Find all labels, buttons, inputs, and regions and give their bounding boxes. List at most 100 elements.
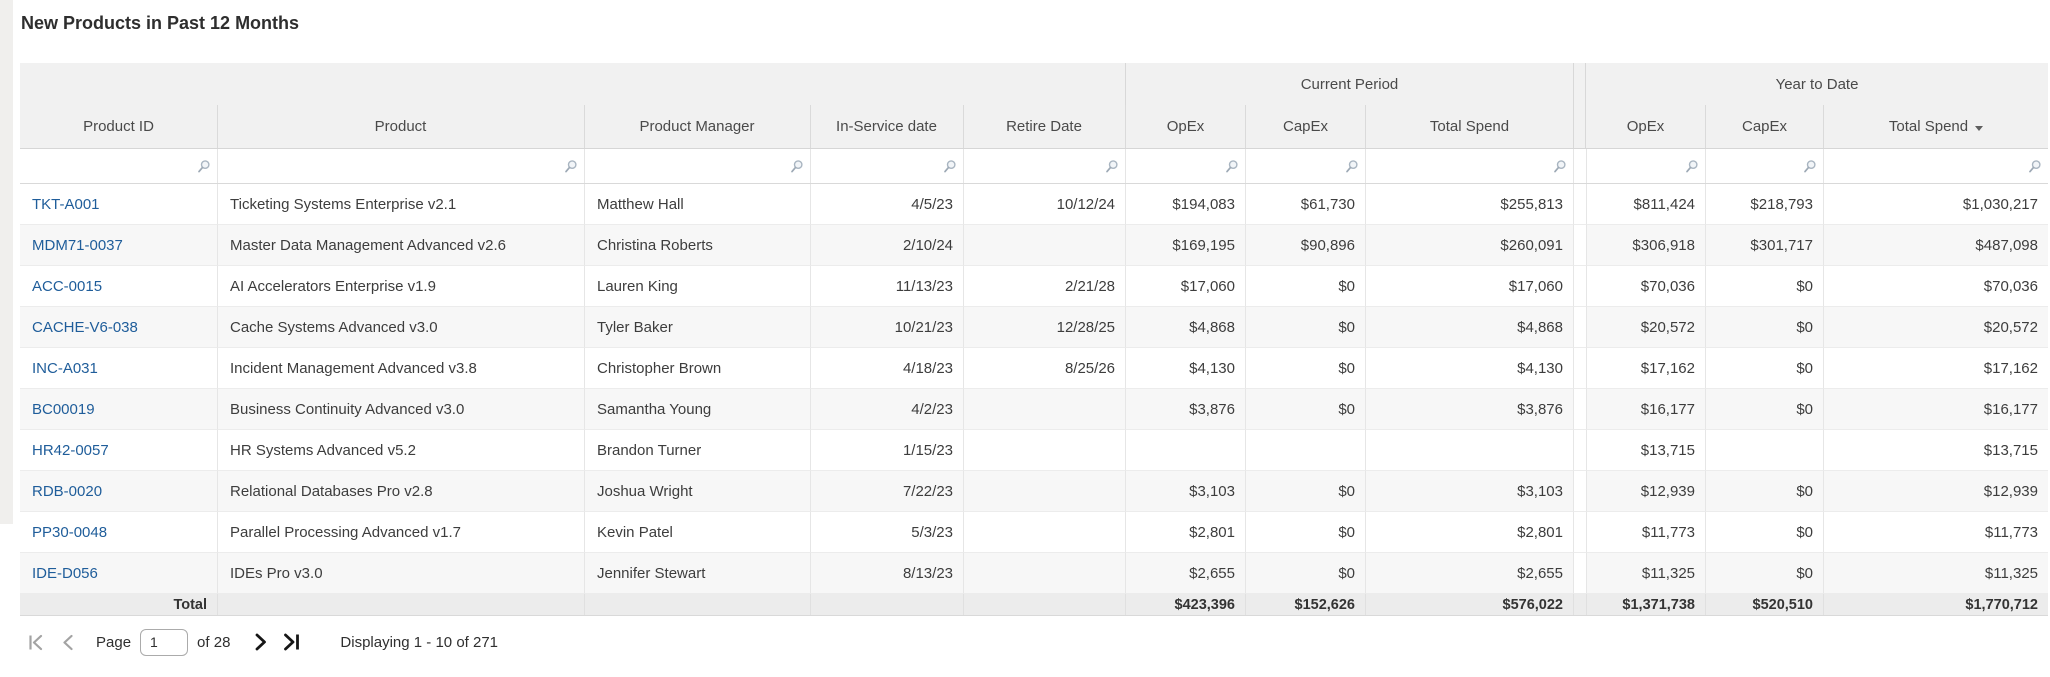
cell-cp-capex: $0	[1245, 307, 1365, 348]
product-id-link[interactable]: TKT-A001	[32, 195, 100, 213]
filter-product-manager[interactable]	[584, 149, 810, 183]
cell-ytd-capex: $0	[1705, 266, 1823, 307]
cell-cp-capex: $0	[1245, 266, 1365, 307]
page-number-input[interactable]	[140, 628, 189, 656]
cell-in-service-date: 7/22/23	[810, 471, 963, 512]
next-page-button[interactable]	[254, 633, 267, 651]
cell-product: HR Systems Advanced v5.2	[217, 430, 584, 471]
product-id-link[interactable]: MDM71-0037	[32, 236, 123, 254]
cell-ytd-opex: $20,572	[1586, 307, 1705, 348]
total-ytd-total-spend: $1,770,712	[1823, 594, 2048, 615]
cell-product: AI Accelerators Enterprise v1.9	[217, 266, 584, 307]
column-header-cp-capex[interactable]: CapEx	[1245, 105, 1365, 148]
cell-cp-total-spend: $2,801	[1365, 512, 1573, 553]
cell-product: Master Data Management Advanced v2.6	[217, 225, 584, 266]
page-title: New Products in Past 12 Months	[21, 13, 300, 33]
product-id-link[interactable]: RDB-0020	[32, 482, 103, 500]
column-header-product-id[interactable]: Product ID	[83, 118, 154, 135]
search-filter-icon[interactable]	[563, 159, 578, 174]
row-separator	[1573, 512, 1586, 553]
cell-cp-capex	[1245, 430, 1365, 471]
cell-ytd-capex: $0	[1705, 471, 1823, 512]
search-filter-icon[interactable]	[2027, 159, 2042, 174]
filter-product[interactable]	[217, 149, 584, 183]
search-filter-icon[interactable]	[1552, 159, 1567, 174]
filter-in-service-date[interactable]	[810, 149, 963, 183]
filter-cp-opex[interactable]	[1125, 149, 1245, 183]
cell-cp-capex: $0	[1245, 512, 1365, 553]
table-row: BC00019 Business Continuity Advanced v3.0…	[20, 389, 2048, 430]
row-separator	[1573, 184, 1586, 225]
cell-ytd-opex: $16,177	[1586, 389, 1705, 430]
cell-in-service-date: 4/2/23	[810, 389, 963, 430]
column-header-cp-total-spend[interactable]: Total Spend	[1365, 105, 1573, 148]
last-page-icon	[284, 633, 300, 651]
search-filter-icon[interactable]	[1344, 159, 1359, 174]
filter-retire-date[interactable]	[963, 149, 1125, 183]
column-header-ytd-capex[interactable]: CapEx	[1705, 105, 1823, 148]
product-id-link[interactable]: PP30-0048	[32, 523, 108, 541]
cell-product-manager: Brandon Turner	[584, 430, 810, 471]
filter-row	[20, 149, 2048, 184]
cell-ytd-capex	[1705, 430, 1823, 471]
product-id-link[interactable]: CACHE-V6-038	[32, 318, 138, 336]
search-filter-icon[interactable]	[196, 159, 211, 174]
filter-cp-total-spend[interactable]	[1365, 149, 1573, 183]
column-header-ytd-total-spend[interactable]: Total Spend	[1823, 105, 2048, 148]
column-header-label: Total Spend	[1888, 118, 1969, 135]
cell-cp-opex: $3,876	[1125, 389, 1245, 430]
column-header-ytd-opex[interactable]: OpEx	[1626, 118, 1665, 135]
cell-ytd-opex: $11,773	[1586, 512, 1705, 553]
filter-ytd-capex[interactable]	[1705, 149, 1823, 183]
filter-ytd-opex[interactable]	[1586, 149, 1705, 183]
cell-ytd-total-spend: $17,162	[1823, 348, 2048, 389]
cell-cp-total-spend: $2,655	[1365, 553, 1573, 594]
displaying-range-label: Displaying 1 - 10 of 271	[340, 633, 499, 651]
row-separator	[1573, 471, 1586, 512]
cell-in-service-date: 2/10/24	[810, 225, 963, 266]
cell-cp-capex: $90,896	[1245, 225, 1365, 266]
row-separator	[1573, 553, 1586, 594]
search-filter-icon[interactable]	[789, 159, 804, 174]
table-row: IDE-D056 IDEs Pro v3.0 Jennifer Stewart 8/1…	[20, 553, 2048, 594]
cell-cp-capex: $0	[1245, 553, 1365, 594]
filter-cp-capex[interactable]	[1245, 149, 1365, 183]
cell-product-manager: Lauren King	[584, 266, 810, 307]
column-header-retire-date[interactable]: Retire Date	[963, 63, 1125, 148]
cell-ytd-capex: $218,793	[1705, 184, 1823, 225]
product-id-link[interactable]: HR42-0057	[32, 441, 109, 459]
column-header-cp-opex[interactable]: OpEx	[1125, 105, 1245, 148]
total-cp-total-spend: $576,022	[1365, 594, 1573, 615]
cell-ytd-opex: $17,162	[1586, 348, 1705, 389]
product-id-link[interactable]: IDE-D056	[32, 564, 98, 582]
cell-product-id: ACC-0015	[20, 266, 217, 307]
column-header-product[interactable]: Product	[217, 63, 584, 148]
pagination-bar: Page of 28 Displaying 1 - 10 of 271	[26, 620, 498, 664]
column-header-in-service-date[interactable]: In-Service date	[810, 63, 963, 148]
search-filter-icon[interactable]	[942, 159, 957, 174]
search-filter-icon[interactable]	[1802, 159, 1817, 174]
previous-page-button[interactable]	[61, 634, 74, 651]
search-filter-icon[interactable]	[1224, 159, 1239, 174]
product-id-link[interactable]: INC-A031	[32, 359, 98, 377]
cell-ytd-total-spend: $11,773	[1823, 512, 2048, 553]
table-row: MDM71-0037 Master Data Management Advance…	[20, 225, 2048, 266]
cell-retire-date: 8/25/26	[963, 348, 1125, 389]
cell-product: Parallel Processing Advanced v1.7	[217, 512, 584, 553]
last-page-button[interactable]	[283, 633, 302, 651]
cell-ytd-capex: $0	[1705, 389, 1823, 430]
cell-product-id: HR42-0057	[20, 430, 217, 471]
column-header-product-manager[interactable]: Product Manager	[584, 63, 810, 148]
cell-product-manager: Christina Roberts	[584, 225, 810, 266]
cell-product: Cache Systems Advanced v3.0	[217, 307, 584, 348]
filter-product-id[interactable]	[20, 149, 217, 183]
search-filter-icon[interactable]	[1684, 159, 1699, 174]
product-id-link[interactable]: ACC-0015	[32, 277, 103, 295]
search-filter-icon[interactable]	[1104, 159, 1119, 174]
cell-product-id: IDE-D056	[20, 553, 217, 594]
product-id-link[interactable]: BC00019	[32, 400, 95, 418]
filter-ytd-total-spend[interactable]	[1823, 149, 2048, 183]
cell-in-service-date: 4/5/23	[810, 184, 963, 225]
first-page-button[interactable]	[26, 634, 45, 651]
cell-cp-total-spend: $260,091	[1365, 225, 1573, 266]
